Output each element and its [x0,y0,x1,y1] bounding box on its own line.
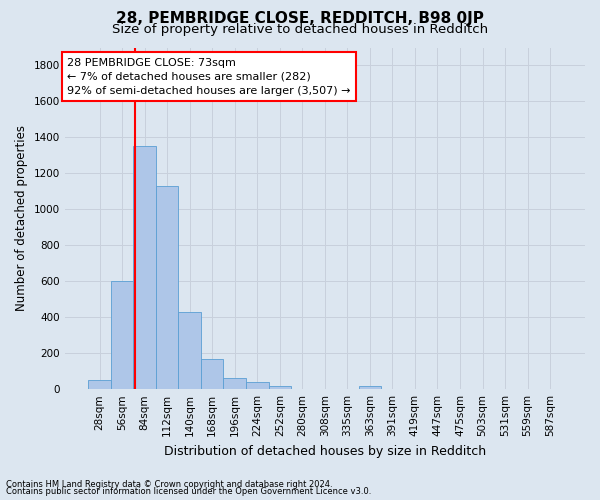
Bar [359,386,381,389]
Bar [246,382,269,389]
Bar [201,358,223,389]
Bar [111,282,133,389]
Bar [269,386,291,389]
Bar [133,146,156,389]
Bar [156,186,178,389]
Text: Contains HM Land Registry data © Crown copyright and database right 2024.: Contains HM Land Registry data © Crown c… [6,480,332,489]
Bar [178,312,201,389]
Text: Contains public sector information licensed under the Open Government Licence v3: Contains public sector information licen… [6,487,371,496]
Text: 28 PEMBRIDGE CLOSE: 73sqm
← 7% of detached houses are smaller (282)
92% of semi-: 28 PEMBRIDGE CLOSE: 73sqm ← 7% of detach… [67,58,351,96]
Text: 28, PEMBRIDGE CLOSE, REDDITCH, B98 0JP: 28, PEMBRIDGE CLOSE, REDDITCH, B98 0JP [116,11,484,26]
Bar [223,378,246,389]
Text: Size of property relative to detached houses in Redditch: Size of property relative to detached ho… [112,22,488,36]
X-axis label: Distribution of detached houses by size in Redditch: Distribution of detached houses by size … [164,444,486,458]
Y-axis label: Number of detached properties: Number of detached properties [15,126,28,312]
Bar [88,380,111,389]
